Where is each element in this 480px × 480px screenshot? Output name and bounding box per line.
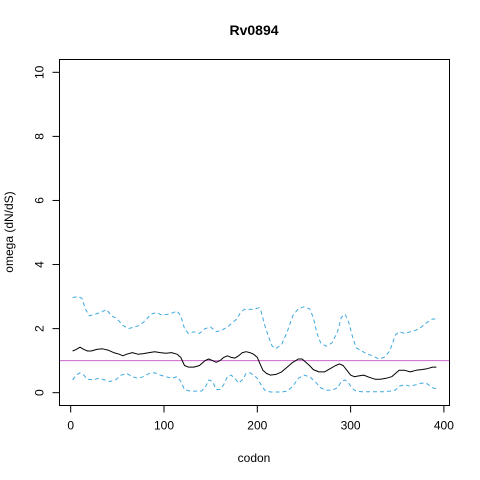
series-lower-bound-line [72,372,437,393]
y-axis: 0 2 4 6 8 10 [33,65,60,396]
x-tick-label: 100 [154,419,174,433]
series-upper-bound-line [72,296,437,360]
y-tick-label: 6 [33,197,47,204]
x-tick-label: 0 [67,419,74,433]
plot-area [59,296,450,393]
y-tick-label: 10 [33,65,47,79]
chart-title: Rv0894 [229,22,278,38]
x-tick-label: 200 [247,419,267,433]
plot-frame [59,59,450,406]
x-axis-label: codon [238,451,271,465]
y-tick-label: 8 [33,133,47,140]
x-tick-label: 300 [341,419,361,433]
y-tick-label: 0 [33,389,47,396]
y-axis-label: omega (dN/dS) [2,191,16,272]
series-estimate-line [72,346,437,380]
y-tick-label: 2 [33,325,47,332]
x-tick-label: 400 [434,419,454,433]
y-tick-label: 4 [33,261,47,268]
x-axis: 0 100 200 300 400 [67,405,454,433]
